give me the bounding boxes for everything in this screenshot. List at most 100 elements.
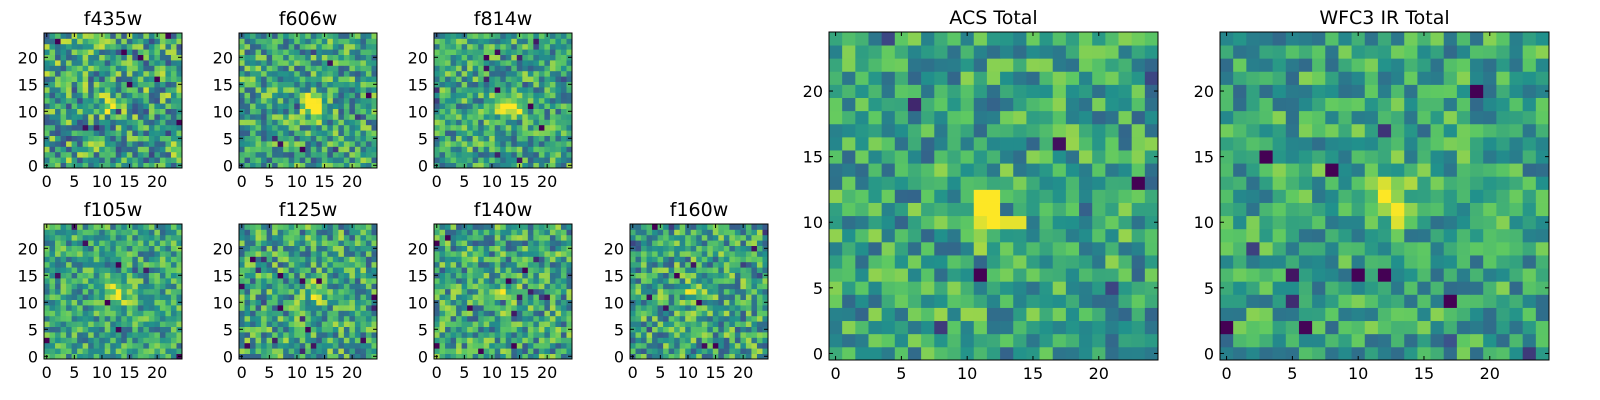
heatmap-cell [729, 299, 736, 306]
heatmap-cell [88, 87, 95, 93]
heatmap-cell [60, 65, 67, 72]
heatmap-cell [538, 38, 545, 45]
heatmap-cell [538, 103, 545, 109]
heatmap-cell [371, 240, 378, 246]
heatmap-cell [478, 151, 485, 158]
heatmap-cell [239, 310, 245, 317]
heatmap-cell [55, 108, 61, 115]
heatmap-cell [239, 124, 245, 131]
heatmap-cell [560, 240, 567, 246]
heatmap-cell [560, 234, 567, 241]
heatmap-cell [137, 283, 144, 290]
heatmap-cell [250, 103, 256, 109]
heatmap-cell [461, 267, 468, 273]
heatmap-cell [729, 234, 736, 241]
heatmap-cell [121, 315, 128, 322]
heatmap-cell [143, 305, 150, 311]
heatmap-cell [707, 251, 714, 257]
heatmap-cell [360, 103, 367, 109]
heatmap-cell [756, 245, 763, 252]
heatmap-cell [137, 288, 144, 295]
heatmap-cell [461, 49, 468, 55]
heatmap-cell [478, 65, 485, 72]
heatmap-cell [483, 65, 490, 72]
heatmap-cell [445, 310, 451, 317]
heatmap-cell [973, 255, 988, 269]
heatmap-cell [365, 38, 372, 45]
heatmap-cell [310, 256, 317, 263]
heatmap-cell [701, 234, 708, 241]
heatmap-cell [99, 299, 106, 306]
heatmap-cell [489, 348, 496, 354]
heatmap-cell [272, 60, 279, 66]
heatmap-cell [88, 288, 95, 295]
heatmap-cell [1039, 333, 1054, 348]
heatmap-cell [71, 81, 78, 88]
heatmap-cell [110, 114, 117, 120]
heatmap-cell [740, 326, 747, 333]
heatmap-cell [1131, 228, 1146, 243]
heatmap-cell [66, 310, 72, 317]
heatmap-cell [126, 294, 133, 300]
heatmap-cell [244, 87, 251, 93]
heatmap-cell [82, 60, 89, 66]
heatmap-cell [277, 294, 284, 300]
heatmap-cell [143, 124, 150, 131]
heatmap-cell [745, 294, 752, 300]
heatmap-cell [316, 321, 323, 327]
heatmap-cell [1092, 202, 1106, 217]
heatmap-cell [332, 119, 339, 126]
heatmap-cell [907, 281, 922, 295]
heatmap-cell [461, 256, 468, 263]
heatmap-cell [170, 332, 177, 338]
heatmap-cell [756, 288, 763, 295]
heatmap-cell [294, 310, 301, 317]
heatmap-cell [505, 278, 512, 284]
heatmap-cell [842, 333, 856, 348]
heatmap-cell [261, 119, 267, 126]
heatmap-cell [511, 305, 518, 311]
heatmap-cell [250, 240, 256, 246]
heatmap-cell [494, 353, 501, 360]
heatmap-cell [544, 234, 551, 241]
heatmap-cell [450, 49, 457, 55]
heatmap-cell [266, 283, 273, 290]
heatmap-cell [272, 157, 279, 163]
heatmap-cell [316, 60, 323, 66]
heatmap-cell [1118, 176, 1133, 190]
heatmap-cell [110, 267, 117, 273]
heatmap-cell [894, 215, 909, 230]
heatmap-cell [544, 65, 551, 72]
heatmap-cell [104, 141, 111, 147]
heatmap-cell [132, 130, 139, 136]
heatmap-cell [148, 54, 155, 61]
heatmap-cell [283, 130, 290, 136]
heatmap-cell [66, 288, 72, 295]
heatmap-cell [751, 310, 758, 317]
heatmap-cell [560, 43, 567, 50]
heatmap-cell [696, 267, 703, 273]
heatmap-cell [104, 151, 111, 158]
heatmap-cell [93, 54, 100, 61]
heatmap-cell [881, 163, 896, 177]
heatmap-cell [371, 315, 378, 322]
heatmap-cell [690, 305, 697, 311]
heatmap-cell [104, 114, 111, 120]
heatmap-cell [121, 38, 128, 45]
heatmap-cell [244, 119, 251, 126]
heatmap-cell [299, 332, 306, 338]
heatmap-cell [467, 261, 474, 268]
heatmap-cell [549, 278, 556, 284]
heatmap-cell [349, 348, 356, 354]
heatmap-cell [522, 135, 529, 142]
heatmap-cell [516, 119, 523, 126]
heatmap-cell [522, 49, 529, 55]
heatmap-cell [165, 229, 172, 236]
heatmap-cell [522, 326, 529, 333]
heatmap-cell [445, 103, 451, 109]
heatmap-cell [489, 60, 496, 66]
heatmap-cell [283, 288, 290, 295]
heatmap-cell [842, 163, 856, 177]
x-tick-label: 0 [432, 172, 442, 191]
heatmap-cell [549, 234, 556, 241]
